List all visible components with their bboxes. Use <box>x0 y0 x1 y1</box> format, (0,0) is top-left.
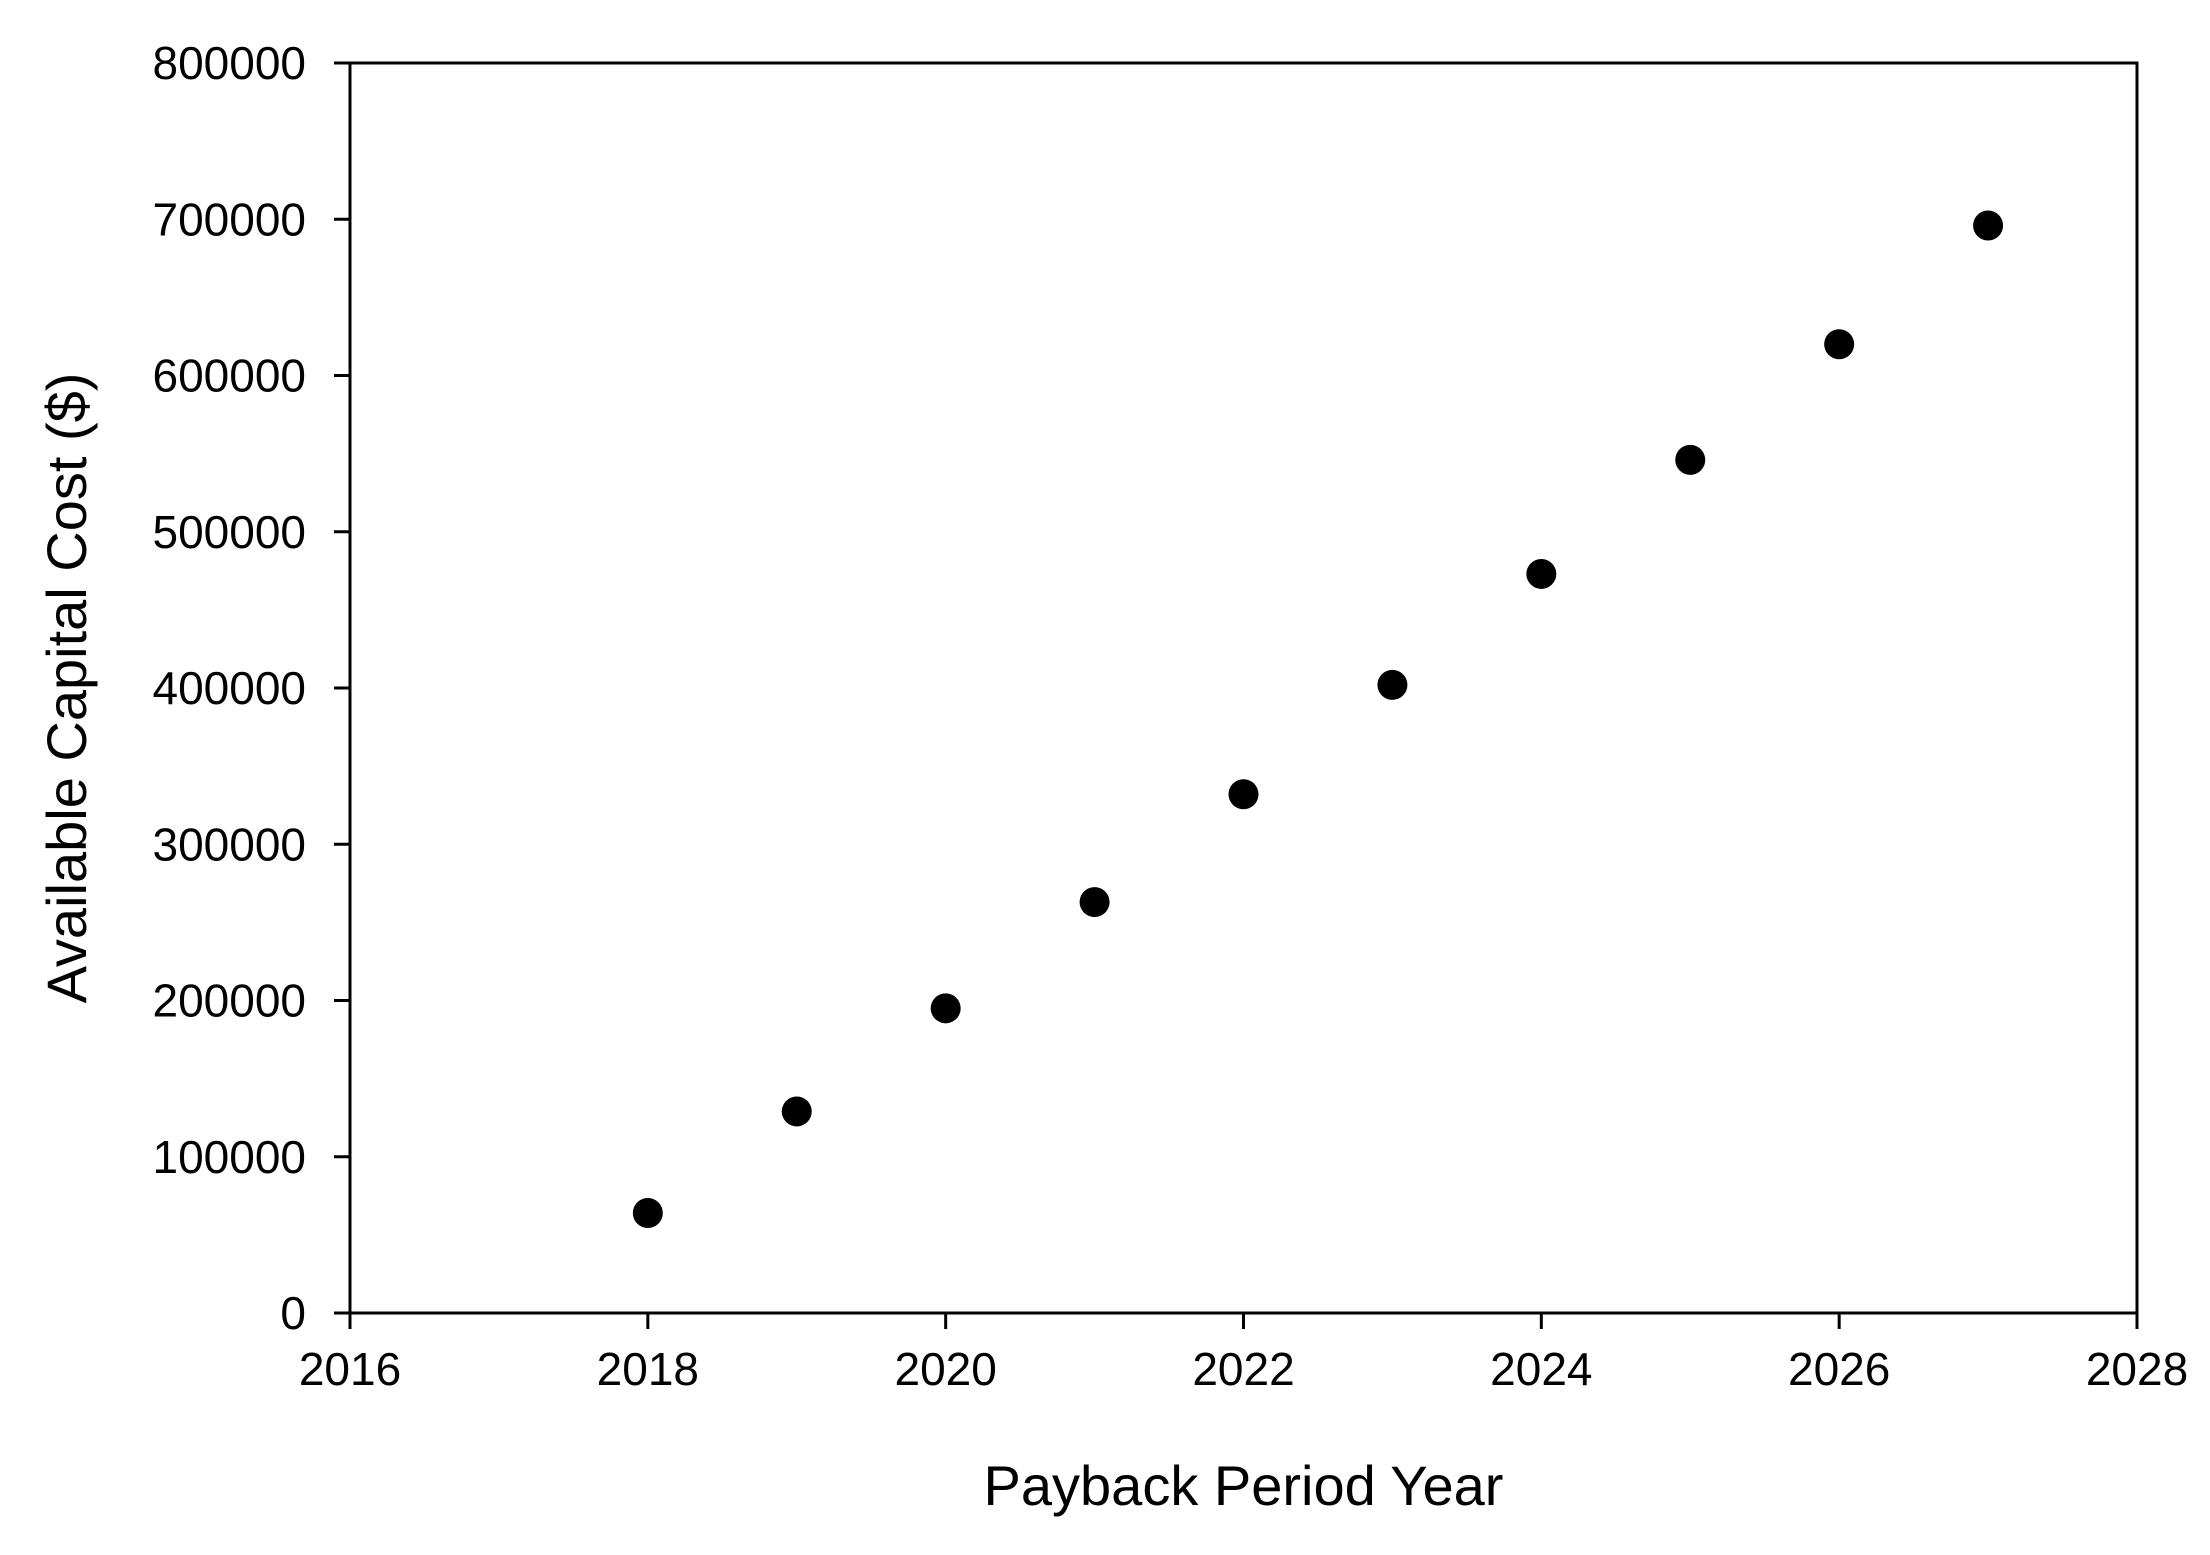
data-point <box>781 1096 812 1127</box>
axes-layer <box>348 61 2139 1315</box>
data-point <box>1973 210 2004 241</box>
y-tick-label: 500000 <box>153 506 307 558</box>
x-axis-title: Payback Period Year <box>984 1454 1504 1517</box>
x-tick-label: 2022 <box>1192 1343 1294 1395</box>
x-tick-label: 2026 <box>1788 1343 1890 1395</box>
x-tick-label: 2028 <box>2086 1343 2188 1395</box>
data-point <box>1079 887 1110 918</box>
data-point <box>1377 669 1408 700</box>
data-point <box>632 1198 663 1228</box>
x-tick-label: 2018 <box>597 1343 699 1395</box>
y-tick-label: 100000 <box>153 1131 307 1183</box>
y-tick-label: 200000 <box>153 975 307 1027</box>
ticks-layer: 2016 2018 2020 2022 2024 2026 2028 0 100000 20000… <box>153 37 2189 1395</box>
data-point <box>1228 779 1259 810</box>
y-tick-label: 0 <box>280 1287 306 1339</box>
y-tick-label: 600000 <box>153 350 307 402</box>
data-point <box>1526 558 1557 589</box>
y-axis-title: Available Capital Cost ($) <box>35 373 98 1004</box>
x-tick-label: 2020 <box>894 1343 996 1395</box>
data-point <box>1824 329 1855 360</box>
y-tick-label: 800000 <box>153 37 307 89</box>
data-point <box>930 993 961 1024</box>
y-tick-label: 300000 <box>153 818 307 870</box>
plot-frame <box>348 61 2139 1315</box>
y-tick-label: 700000 <box>153 193 307 245</box>
x-tick-label: 2024 <box>1490 1343 1592 1395</box>
data-point <box>1675 444 1706 475</box>
x-tick-label: 2016 <box>299 1343 401 1395</box>
points-layer <box>632 210 2004 1228</box>
y-tick-label: 400000 <box>153 662 307 714</box>
